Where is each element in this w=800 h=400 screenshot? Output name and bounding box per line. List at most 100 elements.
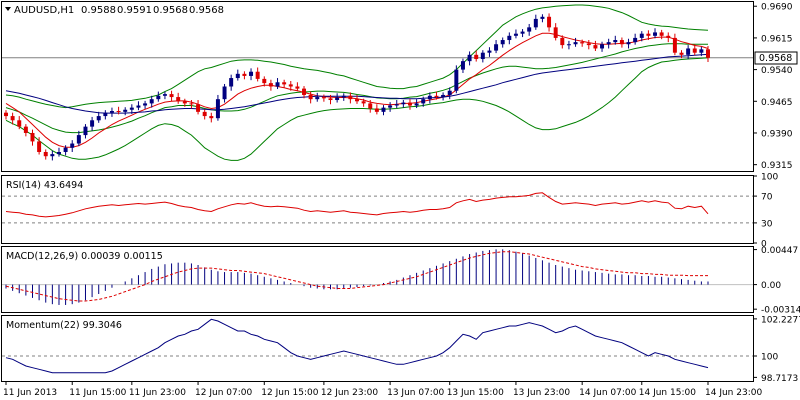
ohlc-close: 0.9568 xyxy=(189,5,224,16)
candle-body xyxy=(447,90,452,95)
momentum-y-tick-label: 102.2277 xyxy=(761,315,800,325)
x-tick-label: 12 Jun 07:00 xyxy=(195,388,252,398)
candle-body xyxy=(441,94,446,98)
candle-body xyxy=(388,105,393,108)
candle-body xyxy=(566,44,571,46)
ohlc-low: 0.9568 xyxy=(153,5,188,16)
candle-body xyxy=(381,107,386,112)
candle-body xyxy=(368,103,373,109)
candle-body xyxy=(394,104,399,106)
candle-body xyxy=(30,132,35,142)
candle-body xyxy=(520,31,525,34)
candle-body xyxy=(427,95,432,100)
candle-body xyxy=(659,32,664,36)
candle-body xyxy=(553,27,558,38)
candle-body xyxy=(335,97,340,101)
candle-body xyxy=(242,73,247,76)
candle-body xyxy=(686,48,691,55)
momentum-y-tick-label: 98.7173 xyxy=(761,374,798,384)
rsi-line xyxy=(5,192,709,218)
rsi-y-tick-label: 100 xyxy=(761,173,778,183)
price-y-tick-label: 0.9615 xyxy=(761,34,793,44)
candle-body xyxy=(407,102,412,106)
candle-body xyxy=(109,111,114,113)
candle-body xyxy=(282,82,287,85)
candle-body xyxy=(143,103,148,106)
candle-body xyxy=(96,116,101,121)
macd-y-tick-label: 0.00447 xyxy=(761,246,798,256)
price-y-tick-label: 0.9540 xyxy=(761,66,793,76)
candle-body xyxy=(4,112,8,117)
candle-body xyxy=(460,61,465,70)
candle-body xyxy=(666,35,671,38)
candle-body xyxy=(222,86,227,100)
bb-lower-line xyxy=(5,57,709,161)
macd-signal-line xyxy=(5,251,708,302)
candle-body xyxy=(189,103,194,105)
current-price-label: 0.9568 xyxy=(759,53,792,64)
candle-body xyxy=(302,88,307,95)
candle-body xyxy=(619,40,624,45)
x-tick-label: 13 Jun 15:00 xyxy=(447,388,504,398)
candle-body xyxy=(533,18,538,28)
candle-body xyxy=(600,44,605,49)
ohlc-open: 0.9588 xyxy=(81,5,116,16)
rsi-panel: 100 70 30 0 xyxy=(2,173,778,250)
price-y-tick-label: 0.9690 xyxy=(761,3,793,13)
candle-body xyxy=(43,151,48,157)
bb-upper-line xyxy=(5,4,709,109)
momentum-line xyxy=(5,318,709,374)
momentum-panel-frame xyxy=(1,315,754,382)
candle-body xyxy=(37,141,42,152)
candle-body xyxy=(474,54,479,60)
candle-body xyxy=(196,104,201,112)
x-tick-label: 13 Jun 07:00 xyxy=(387,388,444,398)
candle-body xyxy=(255,71,260,79)
candle-body xyxy=(149,99,154,104)
price-y-tick-label: 0.9390 xyxy=(761,129,793,139)
candle-body xyxy=(182,101,187,104)
candle-body xyxy=(653,32,658,36)
candle-body xyxy=(129,107,134,110)
candle-body xyxy=(692,48,697,53)
candle-body xyxy=(275,82,280,87)
candle-body xyxy=(467,54,472,62)
price-panel: 0.9690 0.9615 0.9540 0.9465 0.9390 0.9315 xyxy=(2,3,793,171)
candle-body xyxy=(547,16,552,28)
candle-body xyxy=(249,71,254,76)
candle-body xyxy=(361,101,366,104)
momentum-label: Momentum(22) 99.3046 xyxy=(6,320,122,331)
candle-body xyxy=(507,35,512,41)
candle-body xyxy=(123,109,128,112)
candle-body xyxy=(593,45,598,49)
candle-body xyxy=(308,94,313,100)
rsi-y-tick-label: 30 xyxy=(761,219,773,229)
candle-body xyxy=(295,86,300,89)
candle-body xyxy=(414,103,419,106)
candle-body xyxy=(348,95,353,100)
candle-body xyxy=(487,50,492,53)
candle-body xyxy=(229,78,234,87)
candle-body xyxy=(613,40,618,43)
candle-body xyxy=(76,135,81,144)
candle-body xyxy=(573,42,578,45)
candle-body xyxy=(639,33,644,38)
candle-body xyxy=(23,126,28,133)
candle-body xyxy=(156,95,161,100)
x-tick-label: 14 Jun 15:00 xyxy=(639,388,696,398)
candle-body xyxy=(626,42,631,45)
rsi-y-tick-label: 0 xyxy=(761,240,767,250)
candle-body xyxy=(646,33,651,36)
symbol-dropdown-icon[interactable] xyxy=(5,7,11,11)
candle-body xyxy=(162,94,167,96)
candle-body xyxy=(83,126,88,136)
candle-body xyxy=(374,108,379,112)
candle-body xyxy=(10,116,15,121)
candle-body xyxy=(328,98,333,101)
momentum-panel: 102.2277 100 98.7173 xyxy=(2,315,800,384)
candle-body xyxy=(169,94,174,98)
candle-body xyxy=(699,49,704,53)
candle-body xyxy=(494,44,499,51)
candle-body xyxy=(288,84,293,87)
